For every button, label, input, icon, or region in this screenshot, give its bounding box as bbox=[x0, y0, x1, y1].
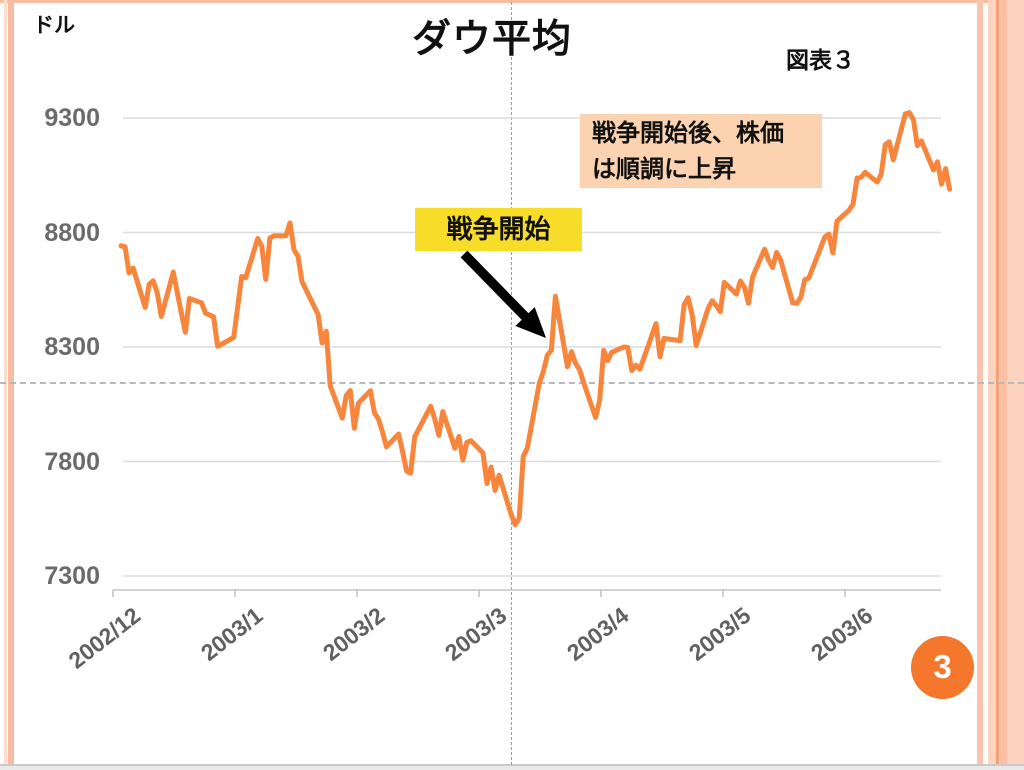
chart-title: ダウ平均 bbox=[411, 18, 572, 61]
horizontal-guide-line bbox=[0, 382, 1024, 384]
y-tick-label: 7800 bbox=[44, 447, 100, 476]
slide-bottom-edge bbox=[0, 764, 1024, 766]
war-start-callout: 戦争開始 bbox=[415, 208, 582, 251]
dow-average-series-line bbox=[118, 110, 953, 528]
x-tick-label: 2003/5 bbox=[683, 602, 756, 666]
page-number-badge: 3 bbox=[911, 636, 974, 699]
after-war-callout-line2: は順調に上昇 bbox=[592, 156, 736, 183]
x-tick-label: 2002/12 bbox=[63, 602, 146, 674]
after-war-callout: 戦争開始後、株価 は順調に上昇 bbox=[580, 114, 822, 188]
y-tick-label: 7300 bbox=[44, 562, 100, 590]
x-tick-label: 2003/4 bbox=[561, 602, 634, 666]
x-tick-label: 2003/1 bbox=[195, 602, 268, 666]
x-tick-label: 2003/2 bbox=[317, 602, 390, 666]
arrow-head bbox=[515, 307, 546, 338]
vertical-guide-line bbox=[511, 2, 512, 765]
x-tick-label: 2003/3 bbox=[439, 602, 512, 666]
top-border-stripe bbox=[0, 0, 1024, 3]
figure-number-label: 図表３ bbox=[786, 47, 855, 73]
y-axis-unit-label: ドル bbox=[33, 14, 75, 37]
y-tick-label: 9300 bbox=[44, 104, 100, 132]
y-tick-label: 8800 bbox=[44, 218, 100, 247]
arrow-shaft bbox=[460, 250, 533, 325]
y-tick-label: 8300 bbox=[44, 333, 100, 361]
x-tick-label: 2003/6 bbox=[805, 602, 878, 666]
after-war-callout-line1: 戦争開始後、株価 bbox=[592, 120, 784, 147]
slide-bottom-band bbox=[0, 766, 1024, 770]
